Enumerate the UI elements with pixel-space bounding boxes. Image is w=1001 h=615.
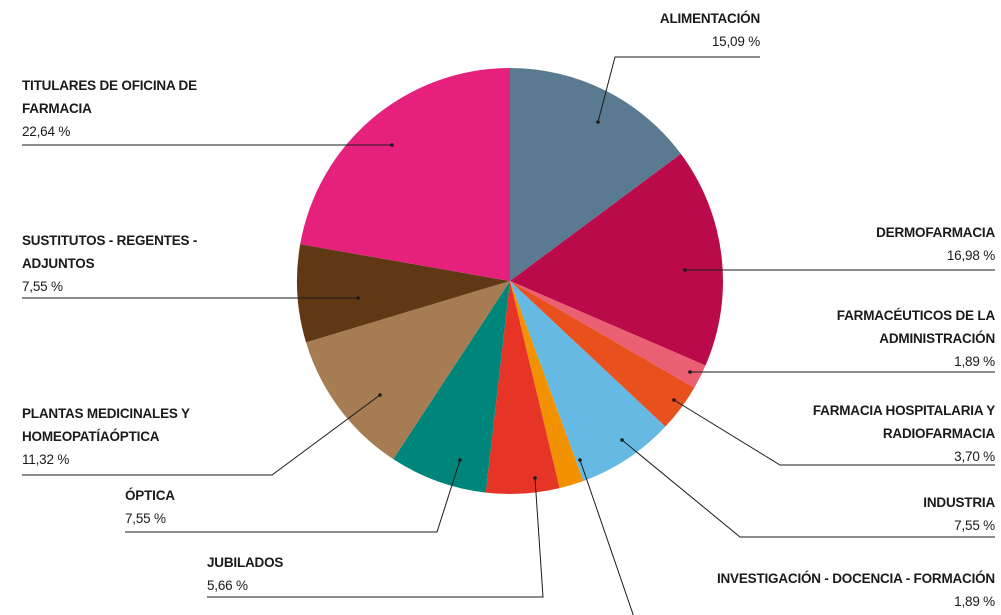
category-label: INDUSTRIA [923, 495, 995, 510]
slice-label: INVESTIGACIÓN - DOCENCIA - FORMACIÓN 1,89… [595, 567, 995, 613]
value-label: 7,55 % [954, 518, 995, 533]
slice-label: JUBILADOS 5,66 % [207, 551, 407, 597]
category-label: JUBILADOS [207, 555, 284, 570]
category-label: TITULARES DE OFICINA DE FARMACIA [22, 78, 197, 116]
category-label: DERMOFARMACIA [876, 225, 995, 240]
leader-dot [683, 268, 687, 272]
value-label: 1,89 % [954, 594, 995, 609]
value-label: 16,98 % [946, 248, 995, 263]
slice-label: INDUSTRIA 7,55 % [745, 491, 995, 537]
category-label: PLANTAS MEDICINALES Y HOMEOPATÍAÓPTICA [22, 406, 190, 444]
leader-dot [378, 393, 382, 397]
value-label: 5,66 % [207, 578, 248, 593]
pie-slice [300, 68, 510, 281]
pie-slice [510, 68, 681, 281]
leader-dot [578, 458, 582, 462]
pie-slice [297, 244, 510, 343]
leader-line [579, 459, 634, 615]
leader-dot [596, 120, 600, 124]
pie-slice [510, 281, 695, 427]
leader-line [621, 439, 995, 538]
leader-dot [672, 398, 676, 402]
leader-line [125, 459, 461, 533]
category-label: ÓPTICA [125, 488, 175, 503]
leader-dot [390, 143, 394, 147]
leader-dot [458, 458, 462, 462]
pie-slice [510, 281, 584, 489]
pie-slice [485, 281, 560, 494]
pie-slice [510, 281, 706, 388]
leader-line [22, 394, 381, 476]
leader-line [597, 56, 760, 123]
leader-dot [688, 370, 692, 374]
pie-slice [306, 281, 510, 460]
category-label: ALIMENTACIÓN [659, 11, 760, 26]
value-label: 7,55 % [22, 279, 63, 294]
value-label: 15,09 % [711, 34, 760, 49]
value-label: 1,89 % [954, 354, 995, 369]
category-label: FARMACÉUTICOS DE LA ADMINISTRACIÓN [836, 308, 995, 346]
leader-dot [533, 476, 537, 480]
slice-label: SUSTITUTOS - REGENTES - ADJUNTOS 7,55 % [22, 229, 252, 298]
slice-label: ALIMENTACIÓN 15,09 % [560, 7, 760, 53]
category-label: SUSTITUTOS - REGENTES - ADJUNTOS [22, 233, 198, 271]
value-label: 22,64 % [22, 124, 71, 139]
value-label: 11,32 % [22, 452, 70, 467]
slice-label: ÓPTICA 7,55 % [125, 484, 325, 530]
category-label: INVESTIGACIÓN - DOCENCIA - FORMACIÓN [716, 571, 995, 586]
value-label: 7,55 % [125, 511, 166, 526]
slice-label: DERMOFARMACIA 16,98 % [745, 221, 995, 267]
slice-label: TITULARES DE OFICINA DE FARMACIA 22,64 % [22, 74, 227, 143]
category-label: FARMACIA HOSPITALARIA Y RADIOFARMACIA [812, 403, 995, 441]
slice-label: FARMACIA HOSPITALARIA Y RADIOFARMACIA 3,7… [745, 399, 995, 468]
slice-label: PLANTAS MEDICINALES Y HOMEOPATÍAÓPTICA 11… [22, 402, 247, 471]
value-label: 3,70 % [954, 449, 995, 464]
leader-dot [356, 296, 360, 300]
pie-slice [510, 281, 666, 481]
pie-slice [393, 281, 510, 493]
leader-line [207, 477, 544, 598]
leader-line [673, 399, 995, 466]
pie-slice [510, 153, 724, 366]
slice-label: FARMACÉUTICOS DE LA ADMINISTRACIÓN 1,89 % [775, 304, 995, 373]
leader-dot [620, 438, 624, 442]
